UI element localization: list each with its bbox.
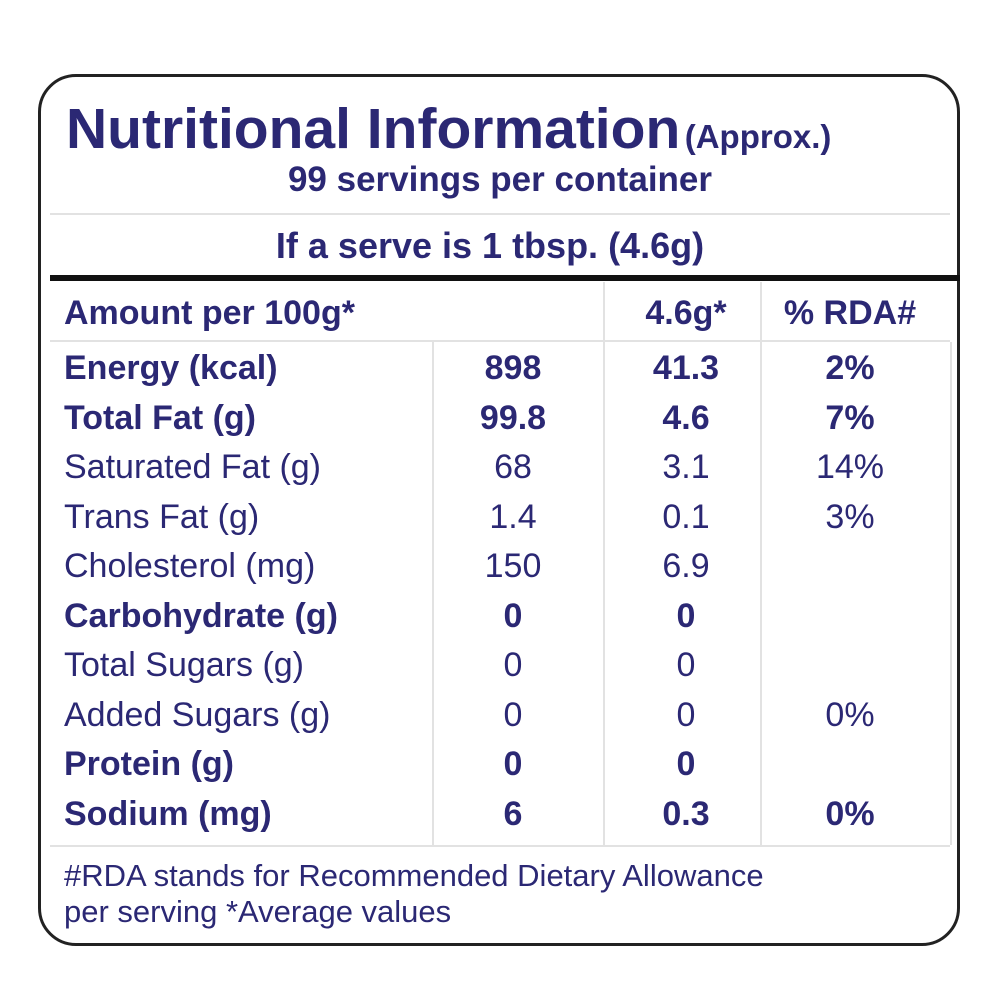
per-100g: 0 [503, 596, 523, 635]
nutrient-name: Trans Fat (g) [64, 497, 260, 536]
rda: 3% [825, 497, 875, 536]
footer-line: per serving *Average values [64, 894, 452, 929]
column-divider [950, 342, 952, 845]
column-header: 4.6g* [645, 294, 727, 332]
serve-size: If a serve is 1 tbsp. (4.6g) [275, 225, 705, 266]
column-divider [603, 282, 605, 340]
nutrient-name: Cholesterol (mg) [64, 547, 316, 585]
per-serve: 0.3 [662, 794, 710, 833]
rda: 2% [825, 349, 875, 387]
per-serve: 4.6 [662, 398, 710, 437]
thick-divider [50, 275, 960, 281]
per-100g: 99.8 [479, 398, 547, 437]
column-divider [760, 282, 762, 340]
nutrient-name: Protein (g) [64, 745, 234, 783]
column-header: % RDA# [783, 294, 917, 332]
per-serve: 0 [676, 646, 696, 684]
servings: 99 servings per container [287, 160, 713, 199]
row-divider [50, 845, 950, 847]
per-100g: 0 [503, 646, 523, 684]
footer-line: #RDA stands for Recommended Dietary Allo… [64, 858, 764, 893]
column-header: Amount per 100g* [64, 294, 355, 332]
label-frame [38, 74, 960, 946]
per-serve: 0 [676, 745, 696, 783]
row-divider [50, 340, 950, 342]
per-100g: 0 [503, 745, 523, 783]
per-100g: 898 [484, 349, 542, 387]
per-serve: 6.9 [662, 547, 710, 585]
column-divider [760, 342, 762, 845]
per-serve: 0 [676, 695, 696, 734]
rda: 0% [825, 695, 875, 734]
footer: #RDA stands for Recommended Dietary Allo… [64, 858, 764, 930]
nutrient-name: Total Sugars (g) [64, 646, 304, 684]
per-serve: 3.1 [662, 448, 710, 486]
rda: 7% [825, 398, 875, 437]
column-divider [432, 342, 434, 845]
per-100g: 0 [503, 695, 523, 734]
divider [50, 213, 950, 215]
nutrient-name: Sodium (mg) [64, 794, 272, 833]
nutrient-name: Total Fat (g) [64, 398, 256, 437]
nutrient-name: Carbohydrate (g) [64, 596, 338, 635]
column-divider [603, 342, 605, 845]
per-100g: 6 [503, 794, 523, 833]
rda: 0% [825, 794, 875, 833]
per-100g: 1.4 [489, 497, 537, 536]
nutrient-name: Energy (kcal) [64, 349, 278, 387]
per-100g: 150 [484, 547, 542, 585]
per-serve: 0 [676, 596, 696, 635]
per-serve: 41.3 [652, 349, 720, 387]
rda: 14% [815, 448, 885, 486]
nutrient-name: Added Sugars (g) [64, 695, 331, 734]
per-serve: 0.1 [662, 497, 710, 536]
title: Nutritional Information [66, 97, 681, 161]
per-100g: 68 [494, 448, 532, 486]
title-line: Nutritional Information (Approx.) [66, 96, 831, 162]
title-note: (Approx.) [684, 118, 832, 155]
nutrient-name: Saturated Fat (g) [64, 448, 322, 486]
